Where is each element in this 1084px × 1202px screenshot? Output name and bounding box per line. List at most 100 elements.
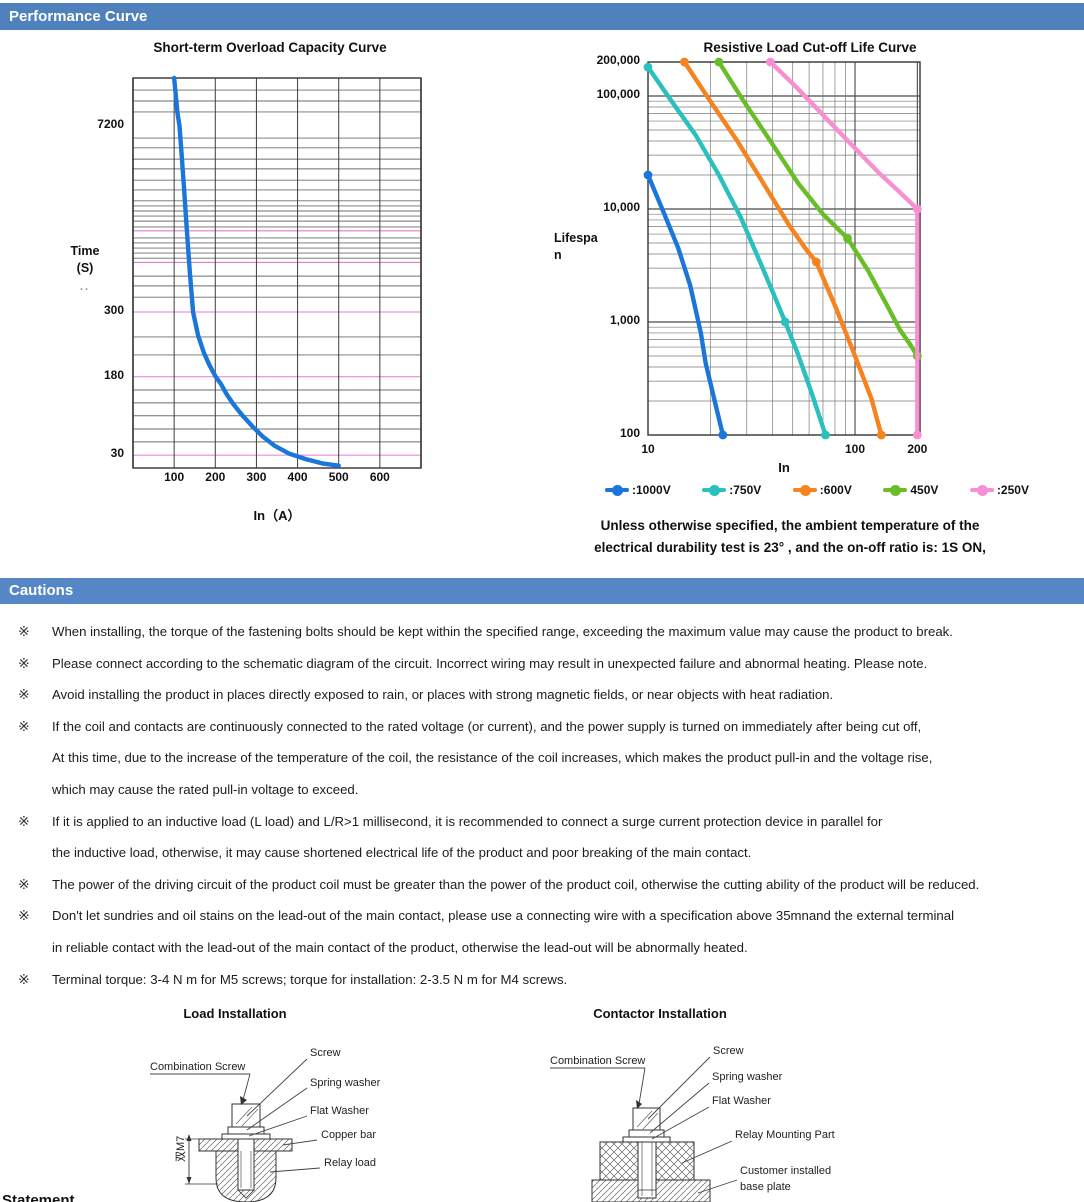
statement-label: Statement — [2, 1192, 75, 1202]
caution-marker-icon: ※ — [18, 717, 30, 734]
legend-dot-icon — [890, 484, 902, 496]
left-y-axis-label: Time — [70, 244, 100, 258]
caution-text: Avoid installing the product in places d… — [52, 687, 834, 703]
left-y-tick-label: 180 — [103, 367, 124, 382]
section-header-performance-curve: Performance Curve — [0, 3, 1084, 30]
leader-lines — [150, 1058, 321, 1173]
caution-marker-icon: ※ — [18, 686, 30, 703]
section-header-cautions: Cautions — [0, 578, 1084, 604]
cautions-list: ※ When installing, the torque of the fast… — [0, 616, 1084, 995]
legend-marker-icon — [792, 484, 817, 496]
caution-marker-icon: ※ — [18, 907, 30, 924]
load-relay-load-label: Relay load — [324, 1157, 376, 1169]
caution-marker-icon: ※ — [18, 970, 30, 987]
right-y-tick-label: 100,000 — [596, 87, 640, 101]
legend-marker-icon — [883, 484, 908, 496]
left-x-tick-label: 500 — [328, 470, 349, 484]
caution-text: which may cause the rated pull-in voltag… — [52, 781, 359, 797]
leader-arrowhead — [636, 1100, 642, 1109]
caution-item-7-line2: in reliable contact with the lead-out of… — [0, 932, 1084, 964]
contactor-flat-washer-label: Flat Washer — [712, 1095, 771, 1107]
caution-item-4: ※ If the coil and contacts are continuous… — [0, 711, 1084, 743]
legend-label: :1000V — [632, 483, 671, 497]
caution-item-4-line3: which may cause the rated pull-in voltag… — [0, 774, 1084, 806]
dimension-callout: 双M7 — [174, 1134, 218, 1185]
right-y-tick-label: 10,000 — [603, 200, 640, 214]
legend-dot-icon — [976, 484, 988, 496]
load-spring-washer-label: Spring washer — [310, 1077, 381, 1089]
leader-lines — [550, 1056, 738, 1194]
contactor-installation-title: Contactor Installation — [593, 1006, 727, 1021]
load-installation-title: Load Installation — [183, 1006, 287, 1021]
caution-item-4-line2: At this time, due to the increase of the… — [0, 742, 1084, 774]
right-y-axis-label-line1: Lifespa — [554, 231, 598, 245]
left-x-tick-label: 300 — [246, 470, 267, 484]
contactor-installation-diagram: Combination Screw Screw Spring washer Fl… — [550, 1045, 835, 1202]
contactor-relay-mounting-part-label: Relay Mounting Part — [735, 1129, 835, 1141]
load-installation-diagram: 双M7 — [150, 1047, 381, 1202]
right-y-tick-label: 1,000 — [609, 313, 640, 327]
caution-text: When installing, the torque of the faste… — [52, 624, 953, 639]
left-y-tick-label: 7200 — [97, 116, 124, 131]
left-x-tick-label: 600 — [369, 470, 390, 484]
caution-item-1: ※ When installing, the torque of the fast… — [0, 616, 1084, 648]
legend-item-250V: :250V — [969, 483, 1029, 497]
right-x-tick-label: 200 — [907, 442, 928, 456]
legend-label: :750V — [729, 483, 762, 497]
left-y-tick-label: 30 — [110, 446, 124, 461]
caution-item-2: ※ Please connect according to the schemat… — [0, 648, 1084, 680]
legend-dot-icon — [612, 484, 623, 496]
left-x-tick-label: 100 — [164, 470, 185, 484]
legend-item-750V: :750V — [702, 483, 761, 497]
legend-label: :250V — [996, 483, 1029, 497]
legend-marker-icon — [702, 484, 727, 496]
legend-marker-icon — [605, 484, 629, 496]
legend-dot-icon — [709, 484, 721, 496]
legend-marker-icon — [969, 484, 994, 496]
load-flat-washer-label: Flat Washer — [310, 1105, 369, 1117]
contactor-combination-screw-label: Combination Screw — [550, 1055, 645, 1067]
chart-note-line1: Unless otherwise specified, the ambient … — [600, 518, 980, 533]
caution-marker-icon: ※ — [18, 654, 30, 671]
caution-text: At this time, due to the increase of the… — [52, 750, 933, 766]
contactor-base-plate-label-line1: Customer installed — [740, 1165, 831, 1177]
legend-item-1000V: :1000V — [605, 483, 671, 497]
contactor-base-plate-label-line2: base plate — [740, 1181, 791, 1193]
bolt-shaft — [237, 1138, 255, 1199]
caution-text: Please connect according to the schemati… — [52, 655, 928, 671]
caution-item-6: ※ The power of the driving circuit of the… — [0, 869, 1084, 901]
right-x-axis-label: In — [778, 460, 790, 475]
caution-text: If the coil and contacts are continuousl… — [52, 718, 922, 734]
chart-note-line2: electrical durability test is 23° , and … — [594, 540, 986, 555]
left-y-tick-label: 300 — [103, 303, 124, 317]
caution-marker-icon: ※ — [18, 623, 30, 639]
caution-text: Don't let sundries and oil stains on the… — [52, 908, 954, 924]
load-copper-bar-label: Copper bar — [321, 1129, 376, 1141]
right-chart-title: Resistive Load Cut-off Life Curve — [703, 40, 917, 55]
chart-legend: :1000V :750V :600V 450V :250V — [605, 483, 1029, 497]
bolt-shaft — [637, 1139, 657, 1199]
caution-text: the inductive load, otherwise, it may ca… — [52, 845, 752, 861]
right-y-tick-label: 100 — [619, 426, 640, 440]
left-y-axis-note: .. — [79, 281, 91, 293]
right-y-axis-label-line2: n — [554, 248, 562, 262]
caution-item-7: ※ Don't let sundries and oil stains on th… — [0, 900, 1084, 932]
load-combination-screw-label: Combination Screw — [150, 1061, 245, 1073]
section-title-performance: Performance Curve — [9, 8, 148, 25]
caution-marker-icon: ※ — [18, 875, 30, 892]
right-y-tick-label: 200,000 — [596, 53, 640, 67]
left-x-tick-label: 200 — [205, 470, 226, 484]
legend-label: :600V — [819, 483, 852, 497]
left-chart-title: Short-term Overload Capacity Curve — [153, 40, 387, 55]
screw-stack — [622, 1107, 671, 1143]
dimension-label: 双M7 — [174, 1136, 187, 1162]
left-x-tick-label: 400 — [287, 470, 308, 484]
legend-dot-icon — [799, 484, 811, 496]
caution-item-3: ※ Avoid installing the product in places … — [0, 679, 1084, 711]
right-x-tick-label: 10 — [641, 442, 655, 456]
load-screw-label: Screw — [310, 1047, 341, 1059]
left-x-axis-label: In（A） — [253, 508, 301, 523]
legend-label: 450V — [910, 483, 939, 497]
